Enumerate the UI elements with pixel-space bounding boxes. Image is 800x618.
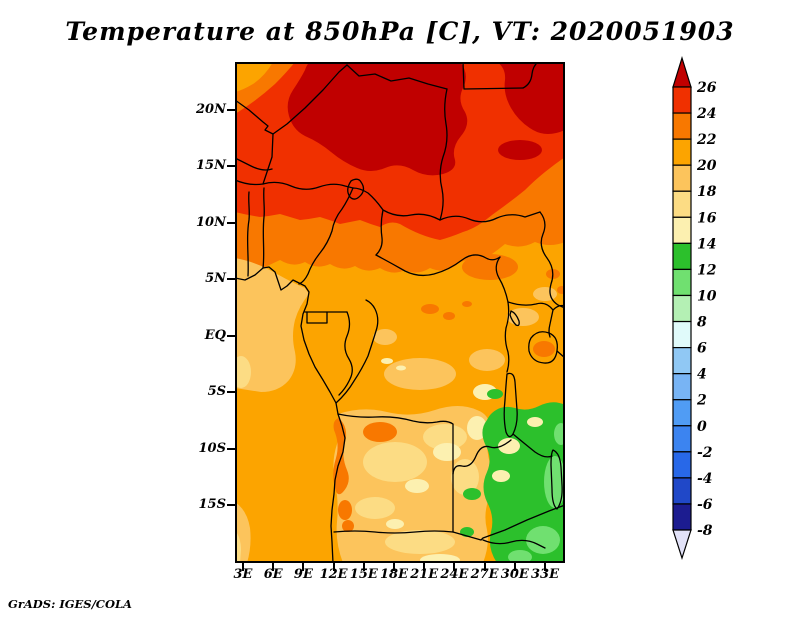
colorbar-label: 12: [697, 262, 717, 278]
lat-tick-label: EQ: [204, 327, 226, 343]
lon-tick-label: 9E: [293, 567, 313, 582]
lon-tick: [513, 563, 516, 571]
lat-tick: [227, 447, 236, 450]
lon-tick: [362, 563, 365, 571]
country-borders: [235, 62, 565, 563]
lat-tick: [227, 109, 236, 111]
lon-tick-label: 33E: [531, 567, 559, 582]
map-frame: [235, 62, 565, 563]
lon-tick-label: 18E: [380, 567, 408, 582]
colorbar-label: 14: [697, 236, 716, 252]
lon-tick-label: 27E: [470, 567, 499, 582]
colorbar-segment: [672, 320, 692, 349]
lat-tick-label: 20N: [196, 102, 226, 117]
colorbar-label: 6: [697, 341, 707, 357]
lon-tick: [393, 563, 395, 571]
lat-tick-label: 5S: [207, 384, 226, 400]
colorbar-label: 2: [696, 393, 707, 409]
colorbar-segment: [672, 477, 692, 505]
lon-tick: [423, 563, 426, 571]
colorbar-label: 16: [697, 210, 717, 226]
plot-title: Temperature at 850hPa [C], VT: 202005190…: [65, 17, 735, 46]
colorbar-label: 20: [696, 158, 717, 174]
lat-tick-label: 10N: [196, 214, 226, 230]
lon-tick: [332, 563, 335, 571]
lon-tick-label: 3E: [233, 567, 253, 582]
lat-tick: [227, 278, 236, 281]
colorbar-label: 22: [696, 132, 717, 148]
colorbar-arrow-up: [672, 56, 692, 88]
colorbar-label: 18: [697, 184, 717, 200]
colorbar-label: -2: [697, 445, 713, 461]
lon-tick-label: 12E: [319, 567, 348, 582]
lat-tick: [227, 165, 236, 168]
colorbar-label: 0: [697, 419, 707, 435]
lake-albert: [509, 310, 520, 327]
lon-tick-label: 24E: [440, 567, 469, 582]
colorbar-segment: [672, 294, 692, 323]
lon-tick: [242, 563, 244, 571]
coastline: [235, 266, 346, 563]
colorbar-label: 4: [697, 367, 707, 383]
lon-tick: [453, 563, 456, 571]
colorbar-segment: [672, 268, 692, 297]
lake-victoria: [528, 331, 558, 364]
colorbar-label: -4: [697, 471, 713, 487]
colorbar-segment: [672, 112, 692, 140]
colorbar-label: 10: [697, 288, 717, 304]
grads-attribution: GrADS: IGES/COLA: [8, 597, 132, 611]
colorbar-segment: [672, 242, 692, 271]
map-canvas: [235, 62, 565, 563]
lat-tick-label: 15N: [196, 158, 226, 174]
colorbar-arrow-down: [672, 529, 692, 560]
colorbar-segment: [672, 164, 692, 192]
colorbar-segment: [672, 451, 692, 479]
lat-tick: [227, 504, 236, 506]
lon-tick: [302, 563, 305, 571]
lon-tick: [272, 563, 275, 571]
colorbar-label: 24: [696, 106, 716, 122]
lat-tick: [227, 391, 236, 394]
lon-tick-label: 21E: [410, 567, 439, 582]
lon-tick: [483, 563, 486, 571]
lon-tick-label: 30E: [500, 567, 529, 582]
lat-tick: [227, 221, 236, 224]
colorbar-segment: [672, 216, 692, 244]
colorbar-label: -6: [697, 497, 713, 513]
colorbar-segment: [672, 347, 692, 375]
colorbar-segment: [672, 425, 692, 453]
colorbar-segment: [672, 503, 692, 531]
lake-malawi: [550, 449, 563, 510]
colorbar-segment: [672, 373, 692, 401]
lat-tick-label: 10S: [198, 440, 226, 456]
lon-tick-label: 6E: [263, 567, 283, 582]
colorbar-segment: [672, 138, 692, 166]
lat-tick-label: 15S: [198, 497, 226, 512]
colorbar-label: -8: [697, 523, 713, 539]
lon-tick: [544, 563, 546, 571]
colorbar-segment: [672, 399, 692, 427]
lat-tick: [227, 334, 236, 337]
colorbar-label: 8: [697, 315, 707, 331]
colorbar-segment: [672, 190, 692, 218]
lon-tick-label: 15E: [349, 567, 378, 582]
colorbar-label: 26: [696, 80, 717, 96]
colorbar-segment: [672, 86, 692, 114]
lat-tick-label: 5N: [205, 271, 226, 287]
